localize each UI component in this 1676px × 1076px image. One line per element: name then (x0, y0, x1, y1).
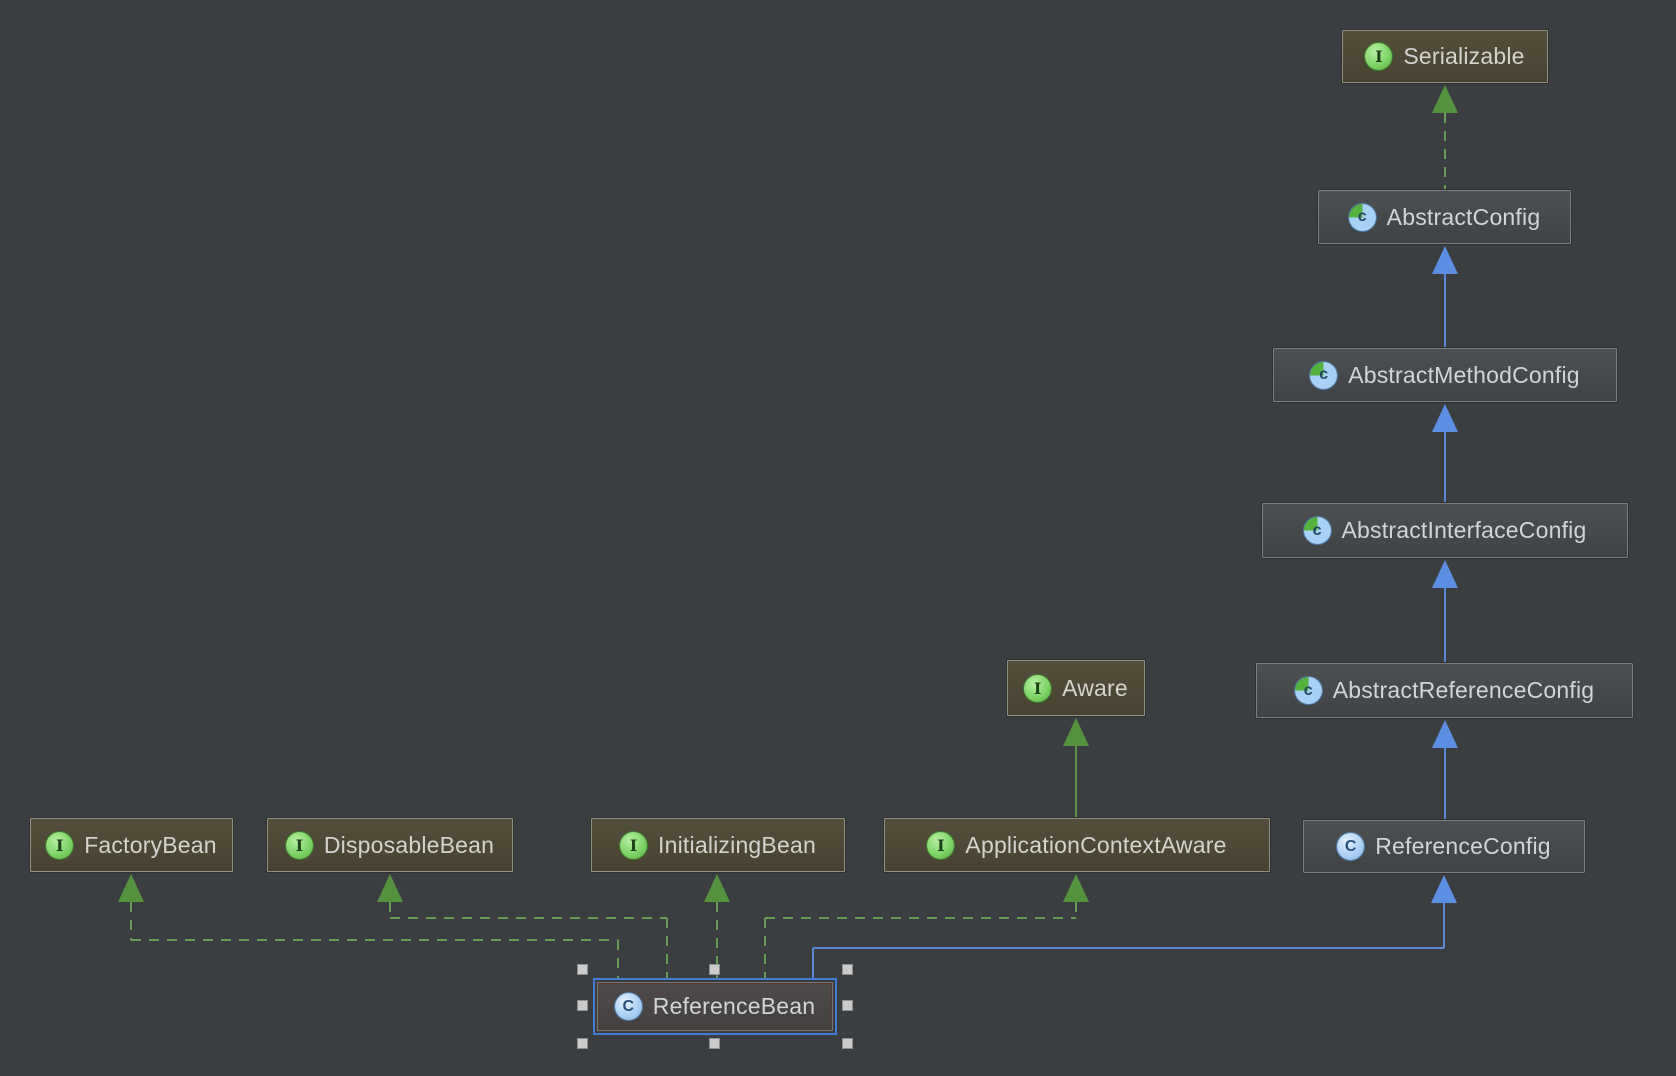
class-icon: C (614, 993, 642, 1020)
arrowhead-up-icon-abstractreferenceconfig-extends-abstractinterfaceconfig (1432, 560, 1458, 588)
edge-referencebean-implements-applicationcontextaware-segment-2 (764, 918, 766, 978)
edge-referencebean-implements-applicationcontextaware-segment-1 (765, 917, 1076, 919)
edge-referencebean-implements-applicationcontextaware-segment-0 (1075, 902, 1077, 918)
edge-referenceconfig-extends-abstractreferenceconfig-segment-0 (1444, 748, 1446, 820)
arrowhead-up-icon-referencebean-implements-initializingbean (704, 874, 730, 902)
node-label-abstractreferenceconfig: AbstractReferenceConfig (1332, 677, 1595, 703)
node-label-disposablebean: DisposableBean (323, 831, 495, 858)
node-label-aware: Aware (1062, 674, 1128, 701)
interface-icon: I (927, 831, 955, 859)
edge-referencebean-implements-disposablebean-segment-0 (389, 902, 391, 918)
edge-referencebean-implements-factorybean-segment-1 (131, 939, 618, 941)
arrowhead-up-icon-referencebean-implements-disposablebean (377, 874, 403, 902)
abstract-class-icon: c (1310, 361, 1338, 389)
edge-referencebean-implements-disposablebean-segment-2 (666, 918, 668, 978)
selection-rect (593, 978, 837, 1035)
class-icon: C (1337, 833, 1365, 860)
interface-icon: I (285, 831, 313, 859)
node-referenceconfig[interactable]: C ReferenceConfig (1303, 820, 1585, 873)
selection-handle-5[interactable] (577, 1038, 588, 1049)
selection-handle-7[interactable] (842, 1038, 853, 1049)
node-serializable[interactable]: I Serializable (1342, 30, 1548, 83)
node-label-abstractinterfaceconfig: AbstractInterfaceConfig (1341, 517, 1587, 543)
edge-referencebean-implements-factorybean-segment-2 (617, 940, 619, 978)
selection-handle-0[interactable] (577, 964, 588, 975)
node-label-factorybean: FactoryBean (84, 831, 217, 858)
node-label-referenceconfig: ReferenceConfig (1375, 833, 1551, 859)
selection-handle-6[interactable] (709, 1038, 720, 1049)
arrowhead-up-icon-referencebean-extends-referenceconfig (1431, 875, 1457, 903)
node-abstractinterfaceconfig[interactable]: c AbstractInterfaceConfig (1262, 503, 1628, 558)
node-abstractreferenceconfig[interactable]: c AbstractReferenceConfig (1256, 663, 1633, 718)
arrowhead-up-icon-abstractmethodconfig-extends-abstractconfig (1432, 246, 1458, 274)
node-label-serializable: Serializable (1403, 43, 1525, 69)
node-referencebean[interactable]: C ReferenceBean (597, 982, 833, 1031)
edge-referencebean-implements-initializingbean-segment-0 (716, 902, 718, 978)
selection-handle-4[interactable] (842, 1000, 853, 1011)
arrowhead-up-icon-referencebean-implements-factorybean (118, 874, 144, 902)
interface-icon: I (1365, 43, 1393, 70)
edge-abstractinterfaceconfig-extends-abstractmethodconfig-segment-0 (1444, 432, 1446, 503)
edge-applicationcontextaware-extends-aware-segment-0 (1075, 746, 1077, 818)
edge-abstractmethodconfig-extends-abstractconfig-segment-0 (1444, 274, 1446, 348)
interface-icon: I (46, 831, 74, 859)
node-abstractconfig[interactable]: c AbstractConfig (1318, 190, 1571, 244)
arrowhead-up-icon-referenceconfig-extends-abstractreferenceconfig (1432, 720, 1458, 748)
arrowhead-up-icon-abstractinterfaceconfig-extends-abstractmethodconfig (1432, 404, 1458, 432)
edge-referencebean-implements-disposablebean-segment-1 (390, 917, 667, 919)
node-label-abstractconfig: AbstractConfig (1386, 203, 1541, 230)
edge-referencebean-extends-referenceconfig-segment-0 (1443, 903, 1445, 948)
arrowhead-up-icon-abstractconfig-implements-serializable (1432, 85, 1458, 113)
abstract-class-icon: c (1303, 517, 1331, 544)
node-label-initializingbean: InitializingBean (658, 831, 816, 858)
edge-abstractconfig-implements-serializable-segment-0 (1444, 113, 1446, 190)
abstract-class-icon: c (1294, 677, 1322, 704)
node-factorybean[interactable]: I FactoryBean (30, 818, 233, 872)
edge-referencebean-extends-referenceconfig-segment-2 (812, 948, 814, 978)
node-applicationcontextaware[interactable]: I ApplicationContextAware (884, 818, 1270, 872)
arrowhead-up-icon-applicationcontextaware-extends-aware (1063, 718, 1089, 746)
selection-handle-1[interactable] (709, 964, 720, 975)
edge-referencebean-extends-referenceconfig-segment-1 (813, 947, 1444, 949)
node-label-applicationcontextaware: ApplicationContextAware (965, 831, 1227, 858)
edge-abstractreferenceconfig-extends-abstractinterfaceconfig-segment-0 (1444, 588, 1446, 663)
node-abstractmethodconfig[interactable]: c AbstractMethodConfig (1273, 348, 1617, 402)
node-label-abstractmethodconfig: AbstractMethodConfig (1348, 361, 1580, 388)
abstract-class-icon: c (1348, 203, 1376, 231)
arrowhead-up-icon-referencebean-implements-applicationcontextaware (1063, 874, 1089, 902)
node-aware[interactable]: I Aware (1007, 660, 1145, 716)
interface-icon: I (620, 831, 648, 859)
node-disposablebean[interactable]: I DisposableBean (267, 818, 513, 872)
selection-handle-2[interactable] (842, 964, 853, 975)
node-initializingbean[interactable]: I InitializingBean (591, 818, 845, 872)
edge-referencebean-implements-factorybean-segment-0 (130, 902, 132, 940)
interface-icon: I (1024, 674, 1052, 702)
selection-handle-3[interactable] (577, 1000, 588, 1011)
node-label-referencebean: ReferenceBean (652, 993, 816, 1019)
